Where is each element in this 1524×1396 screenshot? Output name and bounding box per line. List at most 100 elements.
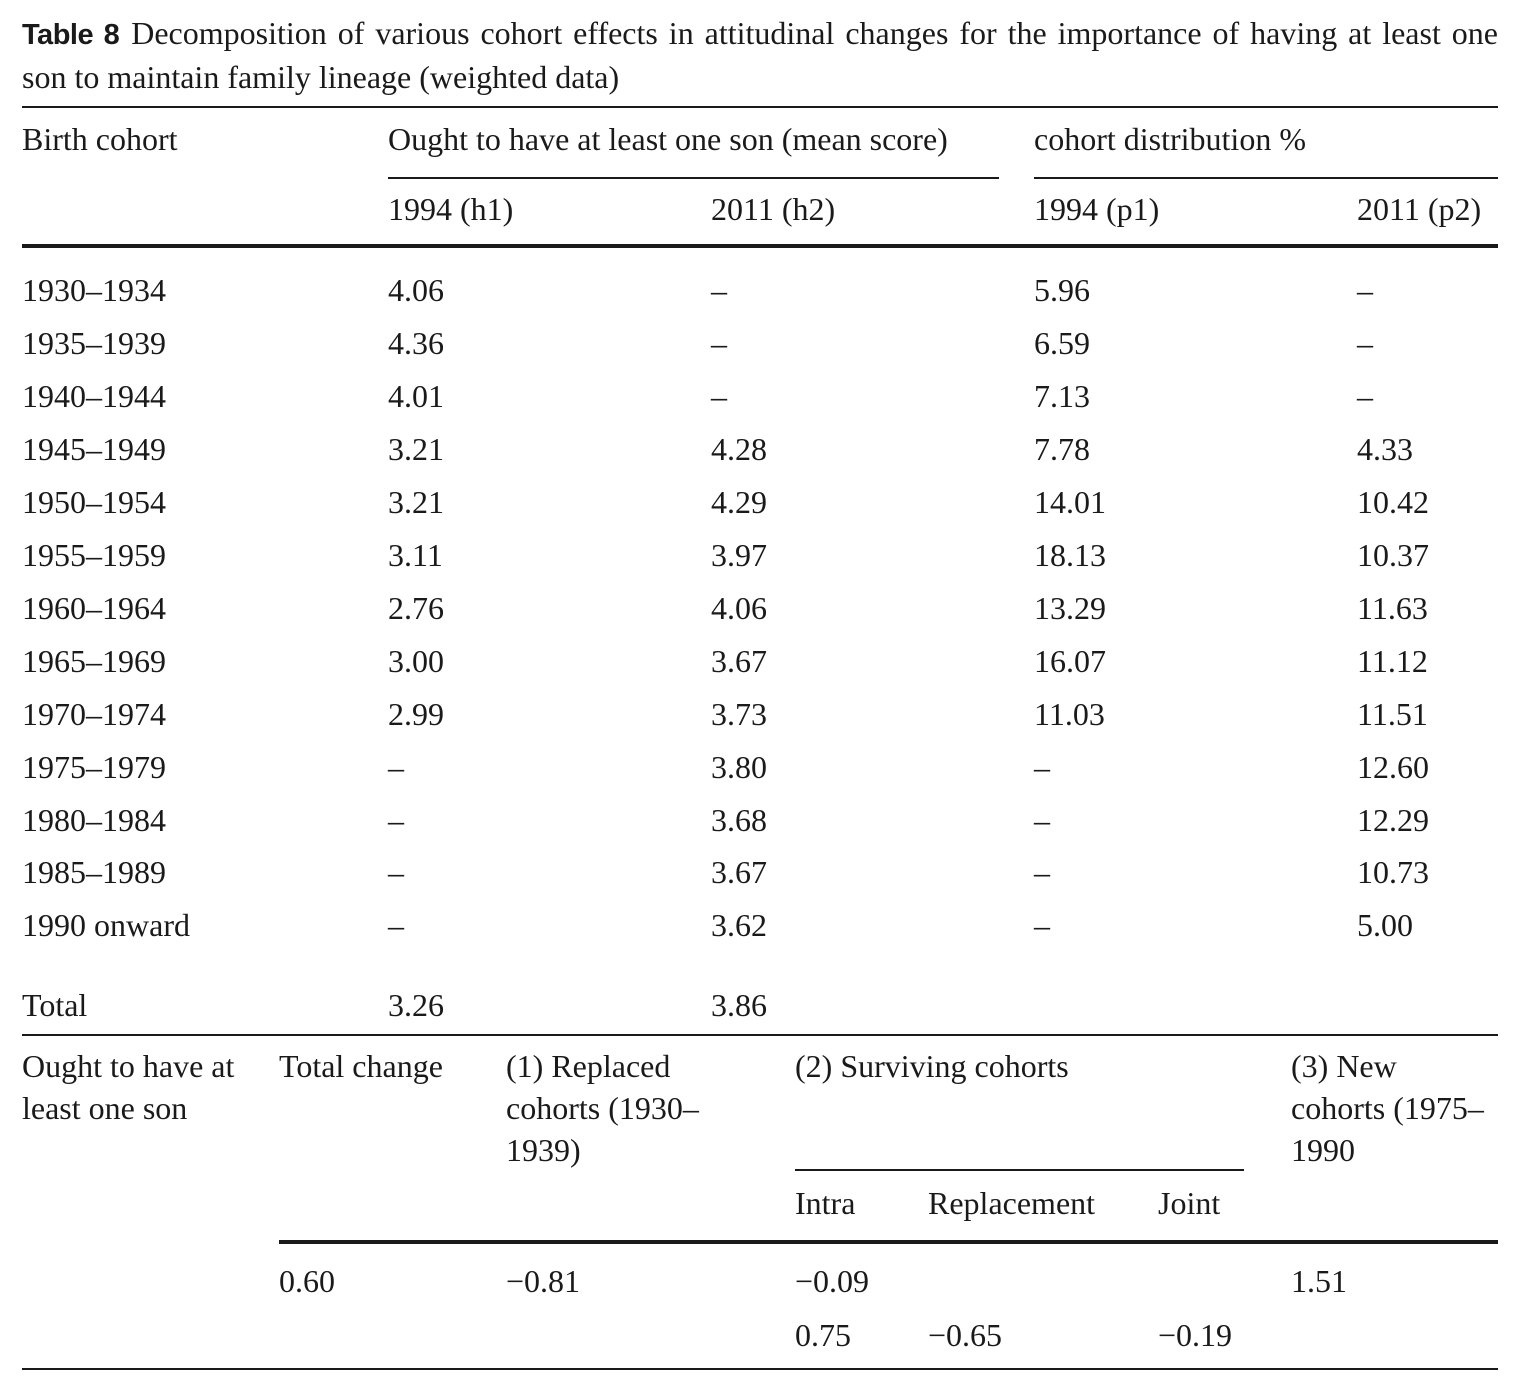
cell-h2: – — [711, 272, 727, 308]
decomp-header-replaced: (1) Replaced cohorts (1930–1939) — [506, 1048, 699, 1168]
header-p2: 2011 (p2) — [1357, 191, 1482, 227]
cell-p1: 7.78 — [1034, 431, 1090, 467]
decomp-header-total-change: Total change — [279, 1048, 443, 1084]
cell-h1: 2.76 — [388, 590, 444, 626]
bottom-rule — [22, 1368, 1498, 1370]
cell-p2: – — [1357, 325, 1373, 361]
cell-cohort: 1950–1954 — [22, 484, 166, 520]
cell-h1: – — [388, 802, 404, 838]
cell-cohort: 1935–1939 — [22, 325, 166, 361]
cell-h2: 3.68 — [711, 802, 767, 838]
cell-p2: 12.29 — [1357, 802, 1429, 838]
cell-h2: 3.97 — [711, 537, 767, 573]
cell-cohort: 1990 onward — [22, 907, 190, 943]
cell-cohort: 1985–1989 — [22, 854, 166, 890]
cell-cohort: 1960–1964 — [22, 590, 166, 626]
cell-h2: 3.73 — [711, 696, 767, 732]
header-p1: 1994 (p1) — [1034, 191, 1160, 227]
cell-h1: 3.21 — [388, 431, 444, 467]
cell-cohort: 1970–1974 — [22, 696, 166, 732]
cell-cohort: 1930–1934 — [22, 272, 166, 308]
table-caption-text: Decomposition of various cohort effects … — [22, 15, 1499, 95]
cell-cohort: 1965–1969 — [22, 643, 166, 679]
cell-cohort: 1975–1979 — [22, 749, 166, 785]
cell-p2: 10.42 — [1357, 484, 1429, 520]
decomp-sub-replacement: Replacement — [928, 1185, 1096, 1221]
table-caption: Table 8 Decomposition of various cohort e… — [22, 12, 1498, 98]
cell-p2: 11.51 — [1357, 696, 1428, 732]
cell-p1: – — [1034, 854, 1050, 890]
cell-h2: 4.06 — [711, 590, 767, 626]
cell-p1: 13.29 — [1034, 590, 1106, 626]
cell-p2: 5.00 — [1357, 907, 1413, 943]
header-h1: 1994 (h1) — [388, 191, 514, 227]
cell-p1: – — [1034, 907, 1050, 943]
cell-h2: 3.67 — [711, 643, 767, 679]
decomposition-header-rule — [279, 1240, 1498, 1244]
cell-p2: 4.33 — [1357, 431, 1413, 467]
cell-p2: – — [1357, 272, 1373, 308]
cell-h2: – — [711, 325, 727, 361]
top-rule — [22, 106, 1498, 108]
cell-h2: 3.62 — [711, 907, 767, 943]
decomp-val-total: 0.60 — [279, 1263, 335, 1299]
cell-p1: 18.13 — [1034, 537, 1106, 573]
decomp-header-surviving: (2) Surviving cohorts — [795, 1048, 1069, 1084]
cell-h2: 4.29 — [711, 484, 767, 520]
group-rule-mean — [388, 177, 999, 179]
cell-h2: 3.67 — [711, 854, 767, 890]
cell-p1: 6.59 — [1034, 325, 1090, 361]
decomp-val-replaced: −0.81 — [506, 1263, 581, 1299]
cell-h1: 4.06 — [388, 272, 444, 308]
decomp-val-replacement: −0.65 — [928, 1317, 1003, 1353]
table-label: Table 8 — [22, 19, 120, 51]
cell-p1: 7.13 — [1034, 378, 1090, 414]
decomp-val-surviving: −0.09 — [795, 1263, 870, 1299]
header-group-mean-score: Ought to have at least one son (mean sco… — [388, 121, 948, 157]
total-h1: 3.26 — [388, 987, 444, 1023]
decomp-sub-intra: Intra — [795, 1185, 856, 1221]
cell-h1: 3.11 — [388, 537, 443, 573]
group-rule-dist — [1034, 177, 1498, 179]
cell-h1: – — [388, 854, 404, 890]
cell-cohort: 1955–1959 — [22, 537, 166, 573]
cell-h1: – — [388, 907, 404, 943]
cell-h2: 4.28 — [711, 431, 767, 467]
decomp-row-label: Ought to have at least one son — [22, 1048, 235, 1126]
cell-h2: – — [711, 378, 727, 414]
header-h2: 2011 (h2) — [711, 191, 836, 227]
cell-p1: 11.03 — [1034, 696, 1105, 732]
cell-p1: – — [1034, 749, 1050, 785]
cell-cohort: 1980–1984 — [22, 802, 166, 838]
header-group-cohort-distribution: cohort distribution % — [1034, 121, 1306, 157]
decomp-val-joint: −0.19 — [1158, 1317, 1233, 1353]
total-label: Total — [22, 987, 88, 1023]
cell-p2: 10.73 — [1357, 854, 1429, 890]
total-h2: 3.86 — [711, 987, 767, 1023]
cell-p2: 11.63 — [1357, 590, 1428, 626]
cell-cohort: 1940–1944 — [22, 378, 166, 414]
cell-cohort: 1945–1949 — [22, 431, 166, 467]
header-rule — [22, 244, 1498, 248]
cell-p1: 14.01 — [1034, 484, 1106, 520]
decomp-sub-joint: Joint — [1158, 1185, 1221, 1221]
cell-p1: – — [1034, 802, 1050, 838]
cell-p2: 11.12 — [1357, 643, 1428, 679]
decomposition-top-rule — [22, 1034, 1498, 1036]
cell-p2: 10.37 — [1357, 537, 1429, 573]
cell-p2: 12.60 — [1357, 749, 1429, 785]
cell-h1: 4.01 — [388, 378, 444, 414]
cell-p1: 16.07 — [1034, 643, 1106, 679]
decomp-val-intra: 0.75 — [795, 1317, 851, 1353]
cell-h2: 3.80 — [711, 749, 767, 785]
header-birth-cohort: Birth cohort — [22, 121, 178, 157]
cell-h1: 3.00 — [388, 643, 444, 679]
decomp-val-new: 1.51 — [1291, 1263, 1347, 1299]
decomp-header-new: (3) New cohorts (1975–1990 — [1291, 1048, 1484, 1168]
cell-h1: 2.99 — [388, 696, 444, 732]
cell-p2: – — [1357, 378, 1373, 414]
cell-p1: 5.96 — [1034, 272, 1090, 308]
cell-h1: 4.36 — [388, 325, 444, 361]
cell-h1: – — [388, 749, 404, 785]
surviving-group-rule — [795, 1169, 1244, 1171]
